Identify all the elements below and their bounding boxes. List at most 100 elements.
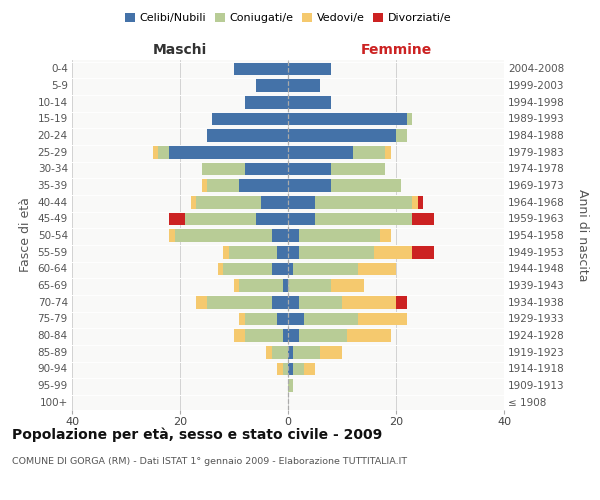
Bar bbox=[272, 345, 288, 358]
Bar bbox=[353, 145, 385, 158]
Bar bbox=[407, 112, 412, 125]
Bar bbox=[342, 295, 396, 308]
Bar bbox=[185, 212, 256, 225]
Bar bbox=[288, 62, 331, 75]
Bar bbox=[207, 295, 272, 308]
Bar bbox=[288, 112, 407, 125]
Bar bbox=[396, 128, 407, 142]
Bar bbox=[299, 328, 347, 342]
Bar bbox=[288, 145, 353, 158]
Bar bbox=[320, 345, 342, 358]
Bar bbox=[239, 178, 288, 192]
Bar bbox=[374, 245, 412, 258]
Bar bbox=[358, 312, 407, 325]
Bar bbox=[299, 245, 374, 258]
Bar bbox=[245, 312, 277, 325]
Bar bbox=[304, 312, 358, 325]
Bar bbox=[277, 312, 288, 325]
Bar bbox=[207, 178, 239, 192]
Bar bbox=[207, 128, 288, 142]
Bar bbox=[288, 362, 293, 375]
Bar bbox=[288, 262, 293, 275]
Bar bbox=[288, 245, 299, 258]
Bar bbox=[288, 378, 293, 392]
Bar bbox=[245, 162, 288, 175]
Bar bbox=[331, 162, 385, 175]
Bar bbox=[277, 245, 288, 258]
Bar bbox=[277, 362, 283, 375]
Bar bbox=[196, 195, 261, 208]
Bar bbox=[288, 195, 315, 208]
Bar bbox=[245, 328, 283, 342]
Bar bbox=[229, 245, 277, 258]
Bar bbox=[212, 112, 288, 125]
Bar bbox=[293, 262, 358, 275]
Bar bbox=[218, 262, 223, 275]
Text: COMUNE DI GORGA (RM) - Dati ISTAT 1° gennaio 2009 - Elaborazione TUTTITALIA.IT: COMUNE DI GORGA (RM) - Dati ISTAT 1° gen… bbox=[12, 458, 407, 466]
Bar bbox=[293, 362, 304, 375]
Bar bbox=[293, 345, 320, 358]
Bar bbox=[288, 345, 293, 358]
Bar bbox=[239, 312, 245, 325]
Bar bbox=[234, 62, 288, 75]
Bar bbox=[234, 328, 245, 342]
Bar bbox=[288, 78, 320, 92]
Bar bbox=[315, 212, 412, 225]
Bar bbox=[283, 278, 288, 292]
Bar bbox=[288, 212, 315, 225]
Bar bbox=[358, 262, 396, 275]
Y-axis label: Anni di nascita: Anni di nascita bbox=[576, 188, 589, 281]
Bar bbox=[191, 195, 196, 208]
Legend: Celibi/Nubili, Coniugati/e, Vedovi/e, Divorziati/e: Celibi/Nubili, Coniugati/e, Vedovi/e, Di… bbox=[122, 10, 454, 26]
Bar bbox=[272, 228, 288, 242]
Bar bbox=[169, 145, 288, 158]
Bar bbox=[304, 362, 315, 375]
Bar bbox=[223, 245, 229, 258]
Bar bbox=[256, 212, 288, 225]
Text: Popolazione per età, sesso e stato civile - 2009: Popolazione per età, sesso e stato civil… bbox=[12, 428, 382, 442]
Bar bbox=[153, 145, 158, 158]
Bar bbox=[158, 145, 169, 158]
Bar bbox=[412, 195, 418, 208]
Bar bbox=[396, 295, 407, 308]
Bar bbox=[223, 262, 272, 275]
Bar bbox=[272, 295, 288, 308]
Bar bbox=[196, 295, 207, 308]
Bar bbox=[288, 95, 331, 108]
Bar bbox=[288, 162, 331, 175]
Bar bbox=[380, 228, 391, 242]
Bar bbox=[412, 212, 434, 225]
Bar bbox=[299, 295, 342, 308]
Bar bbox=[234, 278, 239, 292]
Bar bbox=[412, 245, 434, 258]
Bar bbox=[288, 328, 299, 342]
Y-axis label: Fasce di età: Fasce di età bbox=[19, 198, 32, 272]
Bar bbox=[283, 362, 288, 375]
Bar bbox=[175, 228, 272, 242]
Bar bbox=[202, 178, 207, 192]
Bar bbox=[288, 278, 331, 292]
Text: Maschi: Maschi bbox=[153, 42, 207, 56]
Bar bbox=[288, 178, 331, 192]
Bar bbox=[283, 328, 288, 342]
Bar bbox=[288, 128, 396, 142]
Bar bbox=[418, 195, 423, 208]
Bar bbox=[288, 312, 304, 325]
Bar bbox=[261, 195, 288, 208]
Bar bbox=[239, 278, 283, 292]
Bar bbox=[169, 212, 185, 225]
Text: Femmine: Femmine bbox=[361, 42, 431, 56]
Bar bbox=[169, 228, 175, 242]
Bar bbox=[256, 78, 288, 92]
Bar bbox=[266, 345, 272, 358]
Bar bbox=[288, 295, 299, 308]
Bar bbox=[315, 195, 412, 208]
Bar bbox=[385, 145, 391, 158]
Bar bbox=[347, 328, 391, 342]
Bar bbox=[288, 228, 299, 242]
Bar bbox=[245, 95, 288, 108]
Bar bbox=[202, 162, 245, 175]
Bar bbox=[331, 178, 401, 192]
Bar bbox=[299, 228, 380, 242]
Bar bbox=[272, 262, 288, 275]
